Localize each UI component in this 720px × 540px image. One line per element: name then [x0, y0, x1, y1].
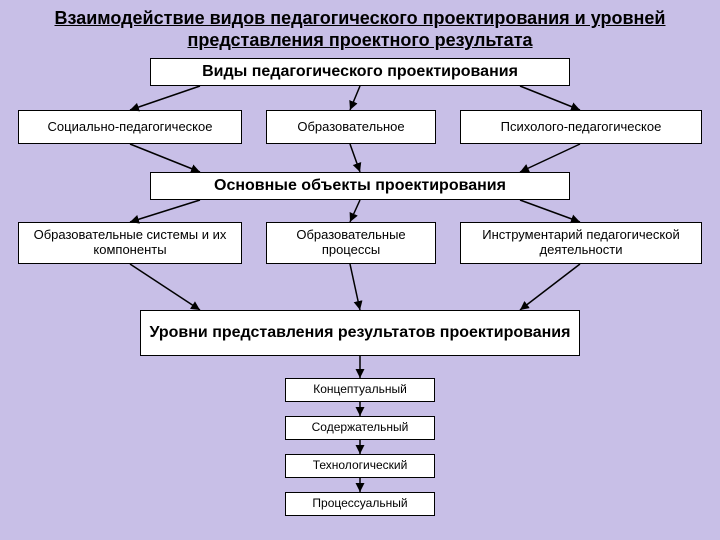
object-node: Образовательные системы и их компоненты: [18, 222, 242, 264]
object-node: Инструментарий педагогической деятельнос…: [460, 222, 702, 264]
kinds-header: Виды педагогического проектирования: [150, 58, 570, 86]
level-node: Технологический: [285, 454, 435, 478]
levels-header: Уровни представления результатов проекти…: [140, 310, 580, 356]
diagram-title: Взаимодействие видов педагогического про…: [0, 0, 720, 55]
kind-node: Психолого-педагогическое: [460, 110, 702, 144]
objects-header: Основные объекты проектирования: [150, 172, 570, 200]
kind-node: Образовательное: [266, 110, 436, 144]
level-node: Процессуальный: [285, 492, 435, 516]
diagram-content: Взаимодействие видов педагогического про…: [0, 0, 720, 540]
level-node: Содержательный: [285, 416, 435, 440]
object-node: Образовательные процессы: [266, 222, 436, 264]
level-node: Концептуальный: [285, 378, 435, 402]
kind-node: Социально-педагогическое: [18, 110, 242, 144]
